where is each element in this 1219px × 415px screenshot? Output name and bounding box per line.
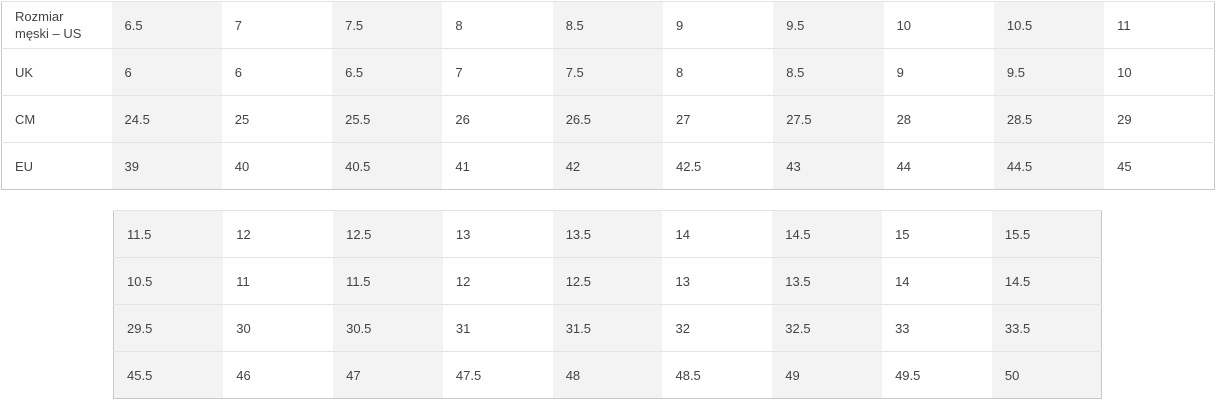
- size-cell: 9.5: [993, 48, 1105, 96]
- size-cell: 7.5: [552, 48, 663, 96]
- size-cell: 32: [662, 304, 773, 352]
- size-cell: 14.5: [991, 257, 1102, 305]
- size-cell: 6: [111, 48, 222, 96]
- size-cell: 24.5: [111, 95, 222, 143]
- size-cell: 9: [883, 48, 994, 96]
- size-cell: 27: [662, 95, 774, 143]
- size-cell: 11.5: [333, 257, 443, 305]
- size-cell: 8.5: [773, 48, 884, 96]
- size-cell: 43: [773, 142, 884, 190]
- size-cell: 45: [1104, 142, 1215, 190]
- size-cell: 30: [223, 304, 334, 352]
- row-label: EU: [1, 142, 112, 190]
- size-cell: 6: [221, 48, 333, 96]
- size-cell: 10.5: [993, 1, 1105, 49]
- size-cell: 40.5: [332, 142, 443, 190]
- row-label: Rozmiar męski – US: [1, 1, 112, 49]
- size-cell: 11: [1104, 1, 1215, 49]
- size-cell: 29.5: [113, 304, 224, 352]
- size-cell: 9: [662, 1, 774, 49]
- size-cell: 14.5: [772, 210, 883, 258]
- size-cell: 25.5: [332, 95, 443, 143]
- table-row: 11.5 12 12.5 13 13.5 14 14.5 15 15.5: [113, 210, 1102, 258]
- size-cell: 33.5: [991, 304, 1102, 352]
- size-cell: 14: [662, 210, 773, 258]
- size-cell: 11: [223, 257, 334, 305]
- size-cell: 8: [442, 1, 553, 49]
- size-cell: 40: [221, 142, 333, 190]
- row-label: CM: [1, 95, 112, 143]
- size-cell: 33: [882, 304, 992, 352]
- size-cell: 10.5: [113, 257, 224, 305]
- table-row: CM 24.5 25 25.5 26 26.5 27 27.5 28 28.5 29: [1, 95, 1215, 143]
- size-cell: 39: [111, 142, 222, 190]
- size-cell: 12.5: [333, 210, 443, 258]
- size-cell: 10: [883, 1, 994, 49]
- size-cell: 42.5: [662, 142, 774, 190]
- table-row: EU 39 40 40.5 41 42 42.5 43 44 44.5 45: [1, 142, 1215, 190]
- row-label: UK: [1, 48, 112, 96]
- size-cell: 12: [223, 210, 334, 258]
- size-cell: 47.5: [442, 351, 553, 399]
- size-cell: 48: [552, 351, 663, 399]
- size-cell: 6.5: [111, 1, 222, 49]
- size-cell: 14: [882, 257, 992, 305]
- table-row: Rozmiar męski – US 6.5 7 7.5 8 8.5 9 9.5 10 10.5 1…: [1, 1, 1215, 49]
- size-cell: 12.5: [552, 257, 663, 305]
- size-cell: 49.5: [882, 351, 992, 399]
- size-cell: 44.5: [993, 142, 1105, 190]
- size-cell: 50: [991, 351, 1102, 399]
- size-cell: 7.5: [332, 1, 443, 49]
- table-row: UK 6 6 6.5 7 7.5 8 8.5 9 9.5 10: [1, 48, 1215, 96]
- size-cell: 48.5: [662, 351, 773, 399]
- size-cell: 42: [552, 142, 663, 190]
- size-cell: 45.5: [113, 351, 224, 399]
- size-cell: 8.5: [552, 1, 663, 49]
- size-cell: 30.5: [333, 304, 443, 352]
- size-cell: 27.5: [773, 95, 884, 143]
- size-cell: 9.5: [773, 1, 884, 49]
- size-cell: 26: [442, 95, 553, 143]
- size-cell: 12: [442, 257, 553, 305]
- size-cell: 26.5: [552, 95, 663, 143]
- size-cell: 15: [882, 210, 992, 258]
- size-cell: 41: [442, 142, 553, 190]
- size-cell: 31.5: [552, 304, 663, 352]
- size-cell: 7: [442, 48, 553, 96]
- size-cell: 11.5: [113, 210, 224, 258]
- size-cell: 13.5: [772, 257, 883, 305]
- size-cell: 44: [883, 142, 994, 190]
- size-cell: 13: [662, 257, 773, 305]
- size-cell: 15.5: [991, 210, 1102, 258]
- size-chart-table-1: Rozmiar męski – US 6.5 7 7.5 8 8.5 9 9.5 10 10.5 1…: [1, 1, 1215, 190]
- size-cell: 47: [333, 351, 443, 399]
- size-cell: 46: [223, 351, 334, 399]
- size-cell: 28: [883, 95, 994, 143]
- size-chart-table-2: 11.5 12 12.5 13 13.5 14 14.5 15 15.5 10.5 11 11.5 12…: [113, 210, 1103, 399]
- size-cell: 49: [772, 351, 883, 399]
- table-row: 10.5 11 11.5 12 12.5 13 13.5 14 14.5: [113, 257, 1102, 305]
- size-cell: 8: [662, 48, 774, 96]
- size-cell: 32.5: [772, 304, 883, 352]
- size-cell: 28.5: [993, 95, 1105, 143]
- size-cell: 13: [442, 210, 553, 258]
- size-cell: 29: [1104, 95, 1215, 143]
- size-cell: 25: [221, 95, 333, 143]
- size-cell: 7: [221, 1, 333, 49]
- table-row: 45.5 46 47 47.5 48 48.5 49 49.5 50: [113, 351, 1102, 399]
- table-row: 29.5 30 30.5 31 31.5 32 32.5 33 33.5: [113, 304, 1102, 352]
- size-cell: 13.5: [552, 210, 663, 258]
- size-cell: 31: [442, 304, 553, 352]
- size-cell: 6.5: [332, 48, 443, 96]
- size-cell: 10: [1104, 48, 1215, 96]
